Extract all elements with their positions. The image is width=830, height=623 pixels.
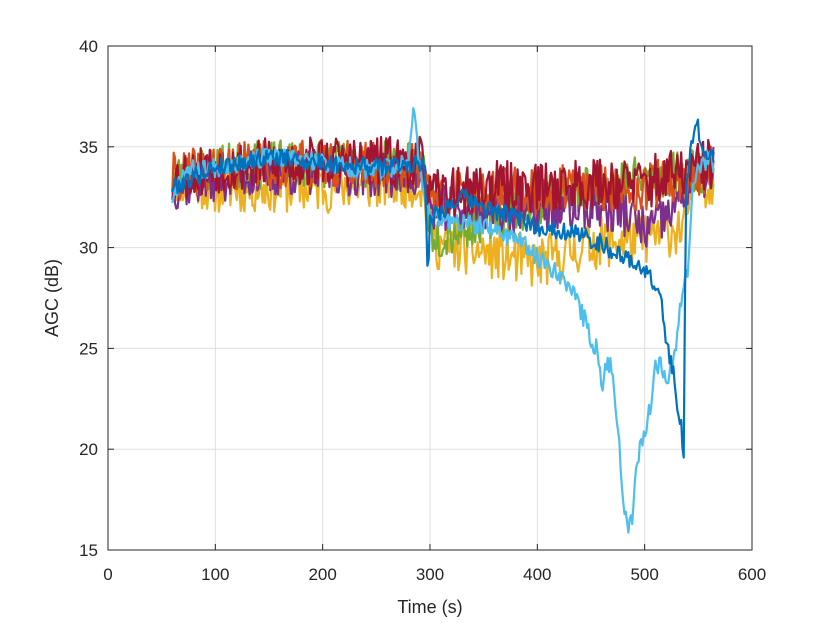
x-tick-label: 400 xyxy=(523,565,551,584)
x-tick-label: 500 xyxy=(630,565,658,584)
y-tick-label: 30 xyxy=(79,239,98,258)
series-line-7 xyxy=(171,118,715,459)
y-tick-label: 35 xyxy=(79,138,98,157)
series-layer xyxy=(171,107,715,534)
series-line-6 xyxy=(171,107,715,534)
y-tick-label: 25 xyxy=(79,339,98,358)
x-axis-title: Time (s) xyxy=(397,597,462,617)
x-tick-label: 200 xyxy=(308,565,336,584)
x-tick-label: 300 xyxy=(416,565,444,584)
x-tick-label: 600 xyxy=(738,565,766,584)
x-tick-label: 0 xyxy=(103,565,112,584)
x-tick-label: 100 xyxy=(201,565,229,584)
y-tick-label: 40 xyxy=(79,37,98,56)
series-line-1 xyxy=(171,154,715,287)
y-tick-label: 15 xyxy=(79,541,98,560)
y-tick-label: 20 xyxy=(79,440,98,459)
y-axis-title: AGC (dB) xyxy=(42,259,62,337)
axis-ticks: 0 100 200 300 400 500 600 15 20 25 30 35 40 xyxy=(79,37,766,584)
